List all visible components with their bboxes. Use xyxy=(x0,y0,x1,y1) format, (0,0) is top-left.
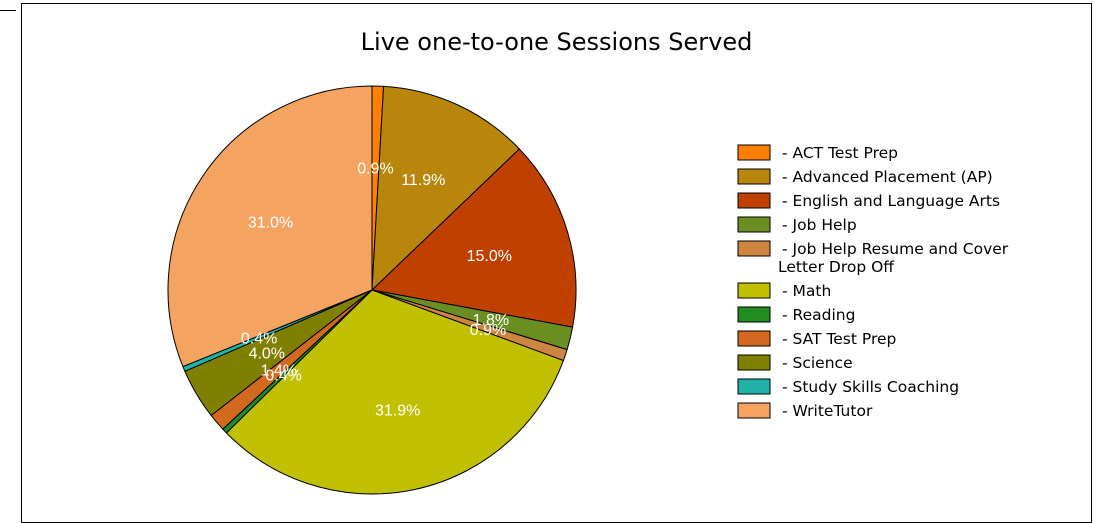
left-edge-dash xyxy=(0,10,16,11)
legend-swatch-10 xyxy=(737,402,771,419)
slice-label-reading: 0.4% xyxy=(265,368,301,385)
legend-label-3: - Job Help xyxy=(782,216,857,234)
pie-slice-math xyxy=(225,289,565,495)
legend-swatch-2 xyxy=(737,192,771,209)
slice-label-sat-test-prep: 1.4% xyxy=(261,363,297,380)
slice-label-math: 31.9% xyxy=(375,403,420,420)
slice-label-job-help: 1.8% xyxy=(473,312,509,329)
pie-slice-advanced-placement-ap xyxy=(371,85,521,292)
legend-swatch-0 xyxy=(737,144,771,161)
legend-swatch-5 xyxy=(737,282,771,299)
slice-label-writetutor: 31.0% xyxy=(248,215,293,232)
slice-label-science: 4.0% xyxy=(249,346,285,363)
legend-label-9: - Study Skills Coaching xyxy=(782,378,959,396)
legend-swatch-6 xyxy=(737,306,771,323)
legend-swatch-9 xyxy=(737,378,771,395)
slice-label-job-help-resume-and-cover-letter-drop-off: 0.9% xyxy=(470,322,506,339)
legend-label-1: - Advanced Placement (AP) xyxy=(782,168,993,186)
slice-label-english-and-language-arts: 15.0% xyxy=(467,248,512,265)
legend-label-10: - WriteTutor xyxy=(782,402,873,420)
legend-label-8: - Science xyxy=(782,354,853,372)
legend-swatch-1 xyxy=(737,168,771,185)
slice-label-act-test-prep: 0.9% xyxy=(357,161,393,178)
legend-label-5: - Math xyxy=(782,282,831,300)
slice-label-advanced-placement-ap: 11.9% xyxy=(401,172,445,189)
legend-label-7: - SAT Test Prep xyxy=(782,330,896,348)
legend-label-6: - Reading xyxy=(782,306,855,324)
legend-label-4-line2: Letter Drop Off xyxy=(778,258,894,276)
chart-title: Live one-to-one Sessions Served xyxy=(360,28,753,56)
legend-label-4: - Job Help Resume and Cover xyxy=(782,240,1009,258)
pie-slice-english-and-language-arts xyxy=(370,148,577,328)
legend-swatch-3 xyxy=(737,216,771,233)
pie-slice-writetutor xyxy=(167,85,373,368)
legend-swatch-7 xyxy=(737,330,771,347)
pie-chart: 0.9%11.9%15.0%1.8%0.9%31.9%0.4%1.4%4.0%0… xyxy=(167,85,1009,495)
legend-label-2: - English and Language Arts xyxy=(782,192,1000,210)
legend-swatch-4 xyxy=(737,240,771,257)
legend-swatch-8 xyxy=(737,354,771,371)
slice-label-study-skills-coaching: 0.4% xyxy=(241,330,277,347)
legend-label-0: - ACT Test Prep xyxy=(782,144,898,162)
legend: - ACT Test Prep - Advanced Placement (AP)… xyxy=(737,144,1009,420)
